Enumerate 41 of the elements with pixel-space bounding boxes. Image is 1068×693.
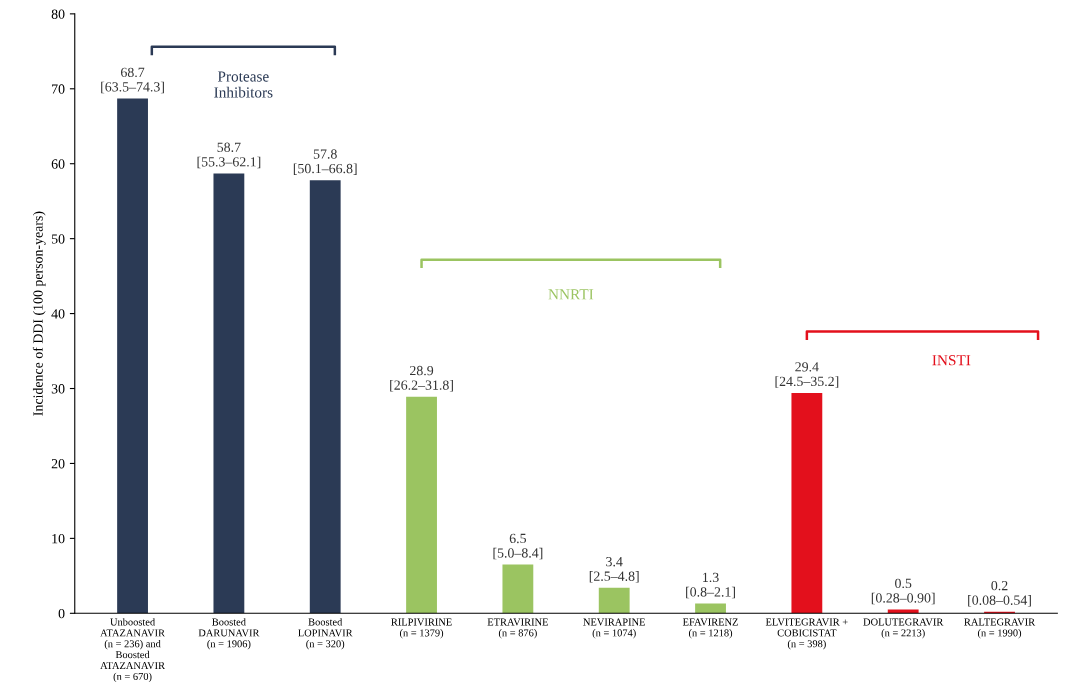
x-tick-label: ETRAVIRINE (n = 876) bbox=[487, 618, 548, 639]
data-label: 29.4 [24.5–35.2] bbox=[775, 362, 839, 388]
annotation: Protease Inhibitors bbox=[214, 71, 273, 98]
bar bbox=[695, 603, 726, 614]
y-tick-label: 50 bbox=[51, 234, 65, 244]
annotation: NNRTI bbox=[548, 289, 594, 300]
x-tick-label: Boosted LOPINAVIR (n = 320) bbox=[298, 618, 353, 650]
y-tick-label: 0 bbox=[58, 608, 65, 619]
x-tick-label: EFAVIRENZ (n = 1218) bbox=[682, 618, 738, 639]
data-label: 58.7 [55.3–62.1] bbox=[197, 142, 261, 169]
y-tick-label: 80 bbox=[51, 9, 65, 19]
y-tick-label: 40 bbox=[51, 309, 65, 319]
x-tick-label: NEVIRAPINE (n = 1074) bbox=[583, 618, 645, 639]
bar bbox=[502, 564, 534, 614]
bar bbox=[598, 587, 630, 614]
data-label: 0.2 [0.08–0.54] bbox=[968, 580, 1031, 607]
x-tick-label: RALTEGRAVIR (n = 1990) bbox=[964, 618, 1036, 639]
data-label: 3.4 [2.5–4.8] bbox=[589, 556, 639, 583]
bar bbox=[406, 396, 437, 614]
annotation: INSTI bbox=[932, 355, 971, 366]
y-tick-label: 20 bbox=[51, 459, 65, 469]
x-tick-label: Unboosted ATAZANAVIR (n = 236) and Boosted ATAZANAVIR (n = 670) bbox=[100, 618, 166, 683]
x-tick-label: Boosted DARUNAVIR (n = 1906) bbox=[198, 618, 260, 650]
x-tick-label: RILPIVIRINE (n = 1379) bbox=[391, 618, 452, 639]
data-label: 68.7 [63.5–74.3] bbox=[101, 67, 164, 94]
y-axis-title: Incidence of DDI (100 person-years) bbox=[32, 211, 46, 416]
bar bbox=[791, 393, 823, 614]
x-tick-label: ELVITEGRAVIR + COBICISTAT (n = 398) bbox=[765, 618, 848, 650]
bar bbox=[117, 98, 148, 614]
y-tick-label: 30 bbox=[51, 384, 65, 394]
data-label: 57.8 [50.1–66.8] bbox=[293, 149, 357, 175]
data-label: 28.9 [26.2–31.8] bbox=[390, 365, 453, 392]
y-tick-label: 70 bbox=[52, 84, 65, 94]
y-tick-label: 10 bbox=[52, 533, 65, 544]
data-label: 6.5 [5.0–8.4] bbox=[493, 533, 543, 560]
x-tick-label: DOLUTEGRAVIR (n = 2213) bbox=[863, 618, 944, 639]
data-label: 0.5 [0.28–0.90] bbox=[871, 578, 935, 605]
data-label: 1.3 [0.8–2.1] bbox=[686, 572, 735, 599]
bar bbox=[309, 180, 341, 614]
bar bbox=[213, 173, 245, 614]
y-tick-label: 60 bbox=[51, 159, 65, 169]
